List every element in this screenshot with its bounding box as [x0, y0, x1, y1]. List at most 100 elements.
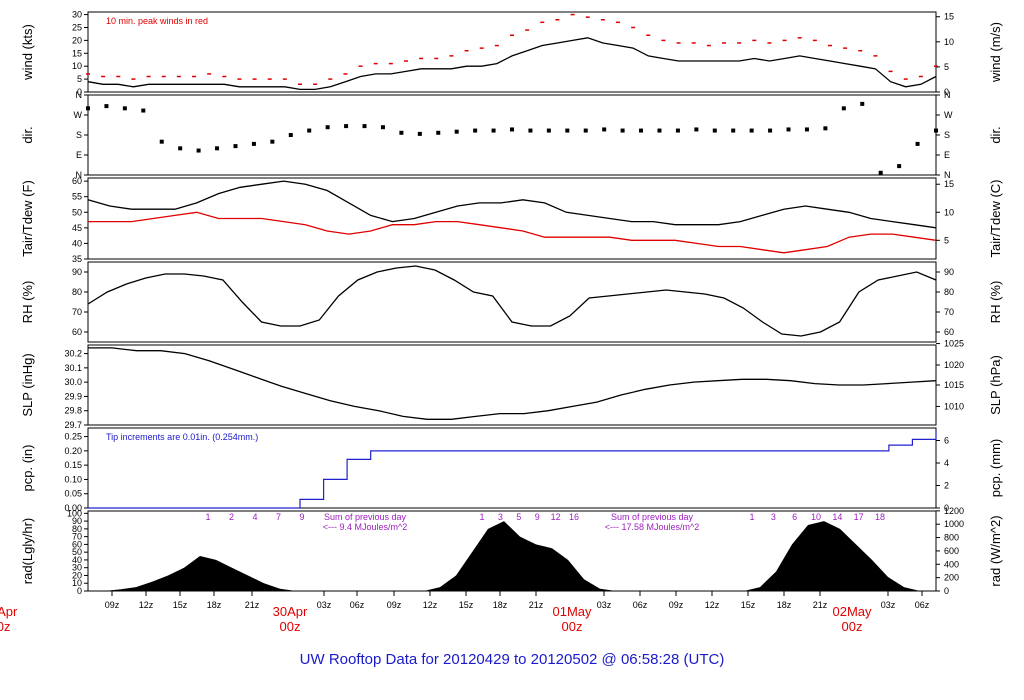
ylabel-left-slp: SLP (inHg) — [20, 353, 35, 416]
rad-hour-d2: 1 — [479, 512, 484, 522]
ylabel-left-rad: rad(Lgly/hr) — [20, 518, 35, 584]
right-tick-label-temp: 15 — [944, 179, 954, 189]
series-point-dir — [915, 141, 920, 146]
left-tick-label-slp: 29.9 — [64, 391, 82, 401]
series-point-dir — [178, 146, 183, 151]
left-tick-label-dir: S — [76, 130, 82, 140]
right-tick-label-pcp: 0 — [944, 503, 949, 513]
right-tick-label-pcp: 2 — [944, 481, 949, 491]
left-tick-label-rh: 90 — [72, 267, 82, 277]
time-label: 06z — [633, 600, 648, 610]
left-tick-label-dir: E — [76, 150, 82, 160]
series-point-dir — [86, 106, 90, 111]
time-label: 09z — [387, 600, 402, 610]
time-label: 12z — [705, 600, 720, 610]
ylabel-left-rh: RH (%) — [20, 281, 35, 324]
right-tick-label-temp: 5 — [944, 235, 949, 245]
right-tick-label-pcp: 6 — [944, 436, 949, 446]
rad-note-2: Sum of previous day — [611, 512, 694, 522]
left-tick-label-temp: 60 — [72, 176, 82, 186]
left-tick-label-wind: 20 — [72, 35, 82, 45]
rad-hour-d2: 5 — [516, 512, 521, 522]
time-label: 12z — [423, 600, 438, 610]
day-label: 02May — [832, 604, 872, 619]
left-tick-label-rad: 60 — [72, 539, 82, 549]
ylabel-right-rad: rad (W/m^2) — [988, 515, 1003, 586]
series-point-dir — [380, 125, 385, 130]
series-point-dir — [731, 128, 736, 133]
left-tick-label-wind: 15 — [72, 48, 82, 58]
series-point-dir — [491, 128, 496, 133]
day-sublabel: 00z — [562, 619, 583, 634]
left-tick-label-slp: 29.8 — [64, 406, 82, 416]
rad-hour-d2: 16 — [569, 512, 579, 522]
right-tick-label-slp: 1025 — [944, 339, 964, 349]
series-point-dir — [712, 128, 717, 133]
left-tick-label-wind: 10 — [72, 61, 82, 71]
annotation-wind: 10 min. peak winds in red — [106, 16, 208, 26]
series-point-dir — [934, 128, 938, 133]
series-point-dir — [288, 133, 293, 137]
ylabel-right-dir: dir. — [988, 126, 1003, 143]
day-label: 29Apr — [0, 604, 18, 619]
panel-frame-dir — [87, 94, 937, 176]
left-tick-label-slp: 30.1 — [64, 363, 82, 373]
left-tick-label-rad: 100 — [67, 508, 82, 518]
series-point-dir — [473, 128, 478, 133]
time-label: 03z — [317, 600, 332, 610]
time-label: 18z — [207, 600, 222, 610]
time-label: 09z — [105, 600, 120, 610]
right-tick-label-wind: 5 — [944, 62, 949, 72]
right-tick-label-dir: N — [944, 90, 951, 100]
series-point-dir — [196, 148, 201, 153]
left-tick-label-wind: 30 — [72, 10, 82, 20]
rad-note-0: Sum of previous day — [324, 512, 407, 522]
left-tick-label-pcp: 0.05 — [64, 489, 82, 499]
right-tick-label-dir: E — [944, 150, 950, 160]
time-label: 06z — [915, 600, 930, 610]
right-tick-label-slp: 1015 — [944, 380, 964, 390]
series-point-dir — [602, 127, 607, 132]
time-label: 09z — [669, 600, 684, 610]
time-label: 15z — [741, 600, 756, 610]
left-tick-label-temp: 35 — [72, 254, 82, 264]
left-tick-label-rad: 80 — [72, 524, 82, 534]
series-point-dir — [546, 128, 551, 133]
left-tick-label-wind: 0 — [77, 87, 82, 97]
series-line-temp — [88, 211, 937, 254]
time-label: 03z — [881, 600, 896, 610]
series-point-dir — [565, 128, 570, 133]
right-tick-label-rad: 800 — [944, 533, 959, 543]
right-tick-label-wind: 10 — [944, 37, 954, 47]
right-tick-label-rh: 70 — [944, 307, 954, 317]
day-sublabel: 00z — [0, 619, 10, 634]
rad-hour-d3: 14 — [832, 512, 842, 522]
ylabel-right-rh: RH (%) — [988, 281, 1003, 324]
series-point-dir — [325, 125, 330, 130]
right-tick-label-slp: 1010 — [944, 401, 964, 411]
rad-hour-d3: 1 — [749, 512, 754, 522]
right-tick-label-dir: S — [944, 130, 950, 140]
time-label: 21z — [245, 600, 260, 610]
right-tick-label-temp: 10 — [944, 207, 954, 217]
left-tick-label-dir: W — [74, 110, 83, 120]
left-tick-label-wind: 5 — [77, 74, 82, 84]
right-tick-label-dir: W — [944, 110, 953, 120]
time-label: 15z — [459, 600, 474, 610]
series-point-dir — [344, 124, 349, 129]
right-tick-label-rh: 60 — [944, 327, 954, 337]
series-line-wind — [87, 37, 937, 91]
series-point-dir — [657, 128, 662, 133]
series-point-dir — [454, 129, 459, 134]
rad-hour-d1: 4 — [252, 512, 257, 522]
series-point-dir — [141, 108, 146, 113]
right-tick-label-wind: 0 — [944, 87, 949, 97]
series-line-temp — [87, 180, 937, 229]
left-tick-label-temp: 55 — [72, 192, 82, 202]
series-point-dir — [620, 128, 625, 133]
series-point-dir — [417, 131, 422, 136]
day-sublabel: 00z — [842, 619, 863, 634]
left-tick-label-pcp: 0.25 — [64, 432, 82, 442]
series-point-dir — [510, 127, 514, 132]
